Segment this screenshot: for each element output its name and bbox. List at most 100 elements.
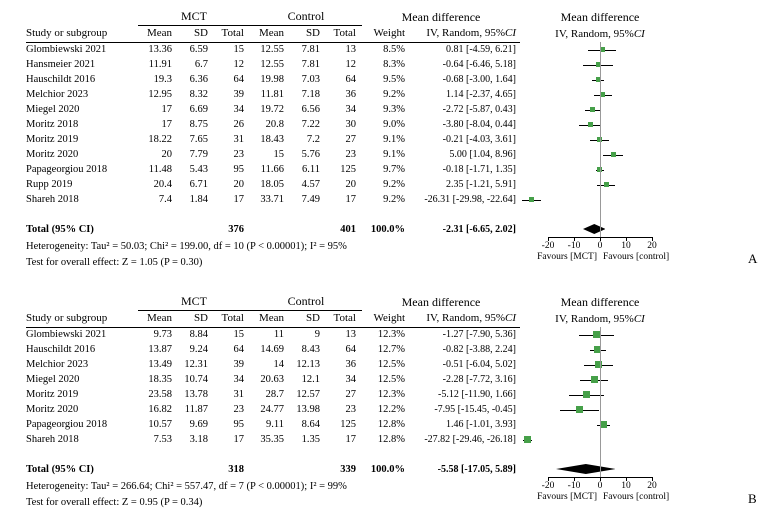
- control-mean-value: 35.35: [260, 434, 284, 445]
- effect-size-marker: [599, 47, 605, 52]
- total-row: Total (95% CI) 376 401 100.0% -2.31 [-6.65, …: [26, 221, 768, 237]
- mean-difference-plot-header: Mean difference: [520, 10, 768, 25]
- weight-column-header: Weight: [362, 25, 410, 43]
- forest-plot-cell: [520, 342, 768, 357]
- effect-size-marker: [600, 421, 608, 428]
- control-mean-value: 14: [273, 359, 285, 370]
- control-total-value: 17: [345, 194, 357, 205]
- study-label: Shareh 2018: [26, 194, 79, 205]
- iv-random-label: IV, Random, 95%: [426, 312, 505, 324]
- control-mean-value: 33.71: [260, 194, 284, 205]
- control-sd-value: 6.56: [301, 104, 320, 115]
- control-total-value: 125: [340, 164, 356, 175]
- row-spacer: [26, 447, 768, 461]
- forest-plot-cell: [520, 72, 768, 87]
- forest-plot-cell: [520, 432, 768, 447]
- forest-plot-cell: [520, 147, 768, 162]
- study-label: Shareh 2018: [26, 434, 79, 445]
- forest-plot-cell: [520, 387, 768, 402]
- mct-sd-value: 10.74: [184, 374, 208, 385]
- effect-size-marker: [610, 152, 616, 157]
- study-column-header: Study or subgroup: [26, 25, 138, 43]
- panel-letter: A: [748, 251, 758, 266]
- column-header-sd-mct: SD: [178, 25, 214, 43]
- control-mean-value: 20.63: [260, 374, 284, 385]
- study-row: Hansmeier 2021 11.91 6.7 12 12.55 7.81 12 8.3% -…: [26, 57, 768, 72]
- effect-size-marker: [594, 346, 602, 353]
- mct-mean-value: 18.35: [148, 374, 172, 385]
- iv-random-label: IV, Random, 95%: [555, 27, 634, 40]
- study-row: Moritz 2020 20 7.79 23 15 5.76 23 9.1% 5.00 [1.0…: [26, 147, 768, 162]
- iv-plot-header-wrap: IV, Random, 95%CI: [520, 26, 680, 42]
- mct-total-value: 17: [233, 434, 245, 445]
- effect-size-marker: [524, 436, 532, 443]
- control-sd-value: 12.1: [301, 374, 320, 385]
- axis-tick-label: 0: [597, 481, 603, 491]
- mct-mean-value: 13.36: [148, 44, 172, 55]
- effect-size-marker: [595, 77, 601, 82]
- total-row: Total (95% CI) 318 339 100.0% -5.58 [-17.05,…: [26, 461, 768, 477]
- zero-effect-line: [600, 327, 601, 479]
- column-header-total-mct: Total: [214, 310, 250, 328]
- control-total-value: 125: [340, 419, 356, 430]
- plot-axis: -20 -10 0 10 20 Favours [MCT] Favours [control…: [520, 237, 768, 271]
- control-group-header: Control: [250, 293, 362, 311]
- forest-plot-cell: [520, 192, 768, 207]
- weight-value: 12.3%: [377, 329, 405, 340]
- study-label: Moritz 2018: [26, 119, 79, 130]
- control-sd-value: 7.22: [301, 119, 320, 130]
- axis-tick-label: -20: [541, 241, 555, 251]
- axis-tick-label: 10: [621, 241, 631, 251]
- overall-effect-text: Test for overall effect: Z = 0.95 (P = 0…: [26, 497, 203, 508]
- total-mct-n: 376: [228, 223, 244, 235]
- control-mean-value: 11: [273, 329, 284, 340]
- axis-tick: [600, 477, 601, 481]
- study-row: Papageorgiou 2018 11.48 5.43 95 11.66 6.11 125…: [26, 162, 768, 177]
- ci-italic-label: CI: [505, 312, 516, 324]
- control-total-value: 64: [345, 74, 357, 85]
- control-mean-value: 11.66: [260, 164, 284, 175]
- study-row: Melchior 2023 13.49 12.31 39 14 12.13 36 12.5% -…: [26, 357, 768, 372]
- mct-mean-value: 20.4: [153, 179, 172, 190]
- iv-random-ci-plot-header: IV, Random, 95%CI: [520, 26, 768, 43]
- forest-plot-cell: [520, 177, 768, 192]
- overall-effect-text: Test for overall effect: Z = 1.05 (P = 0…: [26, 257, 203, 268]
- axis-tick-label: -20: [541, 481, 555, 491]
- mct-total-value: 15: [233, 44, 245, 55]
- study-label: Miegel 2020: [26, 104, 80, 115]
- ci-text-value: -7.95 [-15.45, -0.45]: [434, 404, 516, 415]
- mct-mean-value: 7.4: [158, 194, 172, 205]
- control-total-value: 64: [345, 344, 357, 355]
- control-sd-value: 8.64: [301, 419, 320, 430]
- column-header-row: Study or subgroup Mean SD Total Mean SD Total W…: [26, 25, 768, 43]
- control-mean-value: 9.11: [266, 419, 284, 430]
- axis-tick-label: -10: [567, 481, 581, 491]
- control-mean-value: 18.05: [260, 179, 284, 190]
- control-mean-value: 11.81: [260, 89, 284, 100]
- mct-total-value: 26: [233, 119, 245, 130]
- mct-mean-value: 18.22: [148, 134, 172, 145]
- ci-text-value: -2.28 [-7.72, 3.16]: [442, 374, 516, 385]
- column-header-mean-control: Mean: [250, 25, 290, 43]
- mct-sd-value: 11.87: [184, 404, 208, 415]
- ci-text-value: -5.12 [-11.90, 1.66]: [438, 389, 516, 400]
- axis-tick-label: -10: [567, 241, 581, 251]
- weight-column-header: Weight: [362, 310, 410, 328]
- forest-plot-cell: [520, 102, 768, 117]
- total-label: Total (95% CI): [26, 223, 94, 235]
- study-label: Melchior 2023: [26, 359, 89, 370]
- effect-size-marker: [590, 107, 596, 112]
- iv-random-label: IV, Random, 95%: [555, 312, 634, 325]
- control-sd-value: 8.43: [301, 344, 320, 355]
- axis-tick: [626, 237, 627, 241]
- mct-sd-value: 8.75: [189, 119, 208, 130]
- axis-tick-label: 10: [621, 481, 631, 491]
- iv-random-ci-text-header: IV, Random, 95%CI: [410, 310, 520, 328]
- forest-plot-total-cell: [520, 461, 768, 477]
- mct-sd-value: 6.36: [189, 74, 208, 85]
- axis-tick-label: 20: [647, 241, 657, 251]
- plot-axis: -20 -10 0 10 20 Favours [MCT] Favours [control…: [520, 477, 768, 511]
- axis-tick: [548, 477, 549, 481]
- mct-mean-value: 9.73: [153, 329, 172, 340]
- study-label: Glombiewski 2021: [26, 44, 107, 55]
